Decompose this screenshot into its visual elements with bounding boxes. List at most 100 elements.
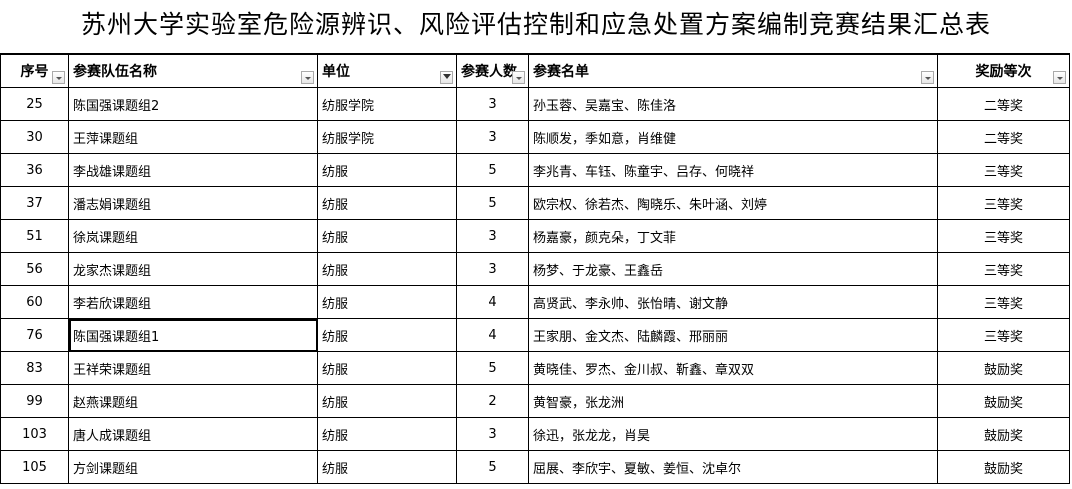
cell-seq[interactable]: 51 — [0, 219, 69, 253]
table-row: 25 陈国强课题组2 纺服学院 3 孙玉蓉、吴嘉宝、陈佳洛 二等奖 — [0, 87, 1070, 121]
cell-member-count[interactable]: 3 — [456, 417, 529, 451]
column-header-member-count[interactable]: 参赛人数 — [456, 53, 529, 88]
cell-seq[interactable]: 83 — [0, 351, 69, 385]
table-row: 37 潘志娟课题组 纺服 5 欧宗权、徐若杰、陶晓乐、朱叶涵、刘婷 三等奖 — [0, 186, 1070, 220]
sheet-title: 苏州大学实验室危险源辨识、风险评估控制和应急处置方案编制竞赛结果汇总表 — [80, 10, 991, 39]
cell-unit[interactable]: 纺服 — [317, 384, 457, 418]
cell-seq[interactable]: 76 — [0, 318, 69, 352]
cell-award[interactable]: 三等奖 — [937, 186, 1070, 220]
cell-unit[interactable]: 纺服 — [317, 219, 457, 253]
cell-member-count[interactable]: 3 — [456, 252, 529, 286]
cell-team-name[interactable]: 陈国强课题组1 — [68, 318, 318, 352]
cell-team-name[interactable]: 方剑课题组 — [68, 450, 318, 484]
header-label: 奖励等次 — [975, 64, 1032, 80]
cell-member-count[interactable]: 3 — [456, 120, 529, 154]
cell-team-name[interactable]: 王萍课题组 — [68, 120, 318, 154]
cell-seq[interactable]: 30 — [0, 120, 69, 154]
table-row: 51 徐岚课题组 纺服 3 杨嘉豪，颜克朵，丁文菲 三等奖 — [0, 219, 1070, 253]
cell-member-count[interactable]: 3 — [456, 87, 529, 121]
header-label: 单位 — [322, 64, 350, 80]
cell-unit[interactable]: 纺服 — [317, 252, 457, 286]
header-label: 序号 — [20, 64, 49, 80]
cell-team-name[interactable]: 李若欣课题组 — [68, 285, 318, 319]
cell-seq[interactable]: 56 — [0, 252, 69, 286]
cell-award[interactable]: 三等奖 — [937, 252, 1070, 286]
filter-dropdown-icon[interactable] — [1053, 71, 1066, 84]
cell-member-count[interactable]: 5 — [456, 153, 529, 187]
cell-unit[interactable]: 纺服 — [317, 417, 457, 451]
filter-active-icon[interactable] — [440, 71, 453, 84]
column-header-award[interactable]: 奖励等次 — [937, 53, 1070, 88]
cell-unit[interactable]: 纺服学院 — [317, 120, 457, 154]
column-header-unit[interactable]: 单位 — [317, 53, 457, 88]
cell-team-name[interactable]: 唐人成课题组 — [68, 417, 318, 451]
cell-unit[interactable]: 纺服 — [317, 153, 457, 187]
cell-seq[interactable]: 105 — [0, 450, 69, 484]
cell-member-list[interactable]: 陈顺发，季如意，肖维健 — [528, 120, 938, 154]
cell-award[interactable]: 鼓励奖 — [937, 351, 1070, 385]
cell-seq[interactable]: 36 — [0, 153, 69, 187]
cell-award[interactable]: 三等奖 — [937, 285, 1070, 319]
cell-unit[interactable]: 纺服 — [317, 318, 457, 352]
cell-member-count[interactable]: 3 — [456, 219, 529, 253]
cell-team-name[interactable]: 潘志娟课题组 — [68, 186, 318, 220]
cell-member-list[interactable]: 李兆青、车钰、陈童宇、吕存、何晓祥 — [528, 153, 938, 187]
cell-award[interactable]: 三等奖 — [937, 318, 1070, 352]
cell-award[interactable]: 二等奖 — [937, 87, 1070, 121]
cell-team-name[interactable]: 龙家杰课题组 — [68, 252, 318, 286]
cell-award[interactable]: 鼓励奖 — [937, 450, 1070, 484]
cell-member-list[interactable]: 徐迅，张龙龙，肖昊 — [528, 417, 938, 451]
cell-team-name[interactable]: 徐岚课题组 — [68, 219, 318, 253]
cell-unit[interactable]: 纺服学院 — [317, 87, 457, 121]
cell-award[interactable]: 二等奖 — [937, 120, 1070, 154]
cell-seq[interactable]: 60 — [0, 285, 69, 319]
header-label: 参赛名单 — [533, 64, 589, 80]
column-header-team-name[interactable]: 参赛队伍名称 — [68, 53, 318, 88]
cell-member-count[interactable]: 5 — [456, 450, 529, 484]
cell-member-list[interactable]: 王家朋、金文杰、陆麟霞、邢丽丽 — [528, 318, 938, 352]
filter-dropdown-icon[interactable] — [921, 71, 934, 84]
cell-member-list[interactable]: 孙玉蓉、吴嘉宝、陈佳洛 — [528, 87, 938, 121]
cell-unit[interactable]: 纺服 — [317, 285, 457, 319]
column-header-seq[interactable]: 序号 — [0, 53, 69, 88]
cell-seq[interactable]: 37 — [0, 186, 69, 220]
cell-member-list[interactable]: 黄晓佳、罗杰、金川叔、靳鑫、章双双 — [528, 351, 938, 385]
cell-member-list[interactable]: 黄智豪，张龙洲 — [528, 384, 938, 418]
cell-member-list[interactable]: 高贤武、李永帅、张怡晴、谢文静 — [528, 285, 938, 319]
cell-award[interactable]: 三等奖 — [937, 219, 1070, 253]
cell-seq[interactable]: 25 — [0, 87, 69, 121]
cell-award[interactable]: 鼓励奖 — [937, 417, 1070, 451]
cell-unit[interactable]: 纺服 — [317, 186, 457, 220]
cell-member-count[interactable]: 2 — [456, 384, 529, 418]
table-row: 60 李若欣课题组 纺服 4 高贤武、李永帅、张怡晴、谢文静 三等奖 — [0, 285, 1070, 319]
cell-member-list[interactable]: 杨嘉豪，颜克朵，丁文菲 — [528, 219, 938, 253]
cell-member-count[interactable]: 4 — [456, 285, 529, 319]
cell-team-name[interactable]: 赵燕课题组 — [68, 384, 318, 418]
cell-award[interactable]: 鼓励奖 — [937, 384, 1070, 418]
table-row: 99 赵燕课题组 纺服 2 黄智豪，张龙洲 鼓励奖 — [0, 384, 1070, 418]
cell-member-list[interactable]: 屈展、李欣宇、夏敏、姜恒、沈卓尔 — [528, 450, 938, 484]
cell-member-count[interactable]: 5 — [456, 351, 529, 385]
cell-member-count[interactable]: 4 — [456, 318, 529, 352]
cell-member-list[interactable]: 欧宗权、徐若杰、陶晓乐、朱叶涵、刘婷 — [528, 186, 938, 220]
cell-team-name[interactable]: 陈国强课题组2 — [68, 87, 318, 121]
header-label: 参赛人数 — [461, 64, 517, 80]
filter-dropdown-icon[interactable] — [512, 71, 525, 84]
table-row: 36 李战雄课题组 纺服 5 李兆青、车钰、陈童宇、吕存、何晓祥 三等奖 — [0, 153, 1070, 187]
cell-award[interactable]: 三等奖 — [937, 153, 1070, 187]
cell-seq[interactable]: 99 — [0, 384, 69, 418]
results-table: 序号 参赛队伍名称 单位 参赛人数 参赛名单 奖励等次 25 陈国强课题组2 纺服学院 3 孙玉蓉… — [0, 53, 1070, 484]
cell-seq[interactable]: 103 — [0, 417, 69, 451]
cell-member-list[interactable]: 杨梦、于龙豪、王鑫岳 — [528, 252, 938, 286]
table-row: 56 龙家杰课题组 纺服 3 杨梦、于龙豪、王鑫岳 三等奖 — [0, 252, 1070, 286]
table-row: 103 唐人成课题组 纺服 3 徐迅，张龙龙，肖昊 鼓励奖 — [0, 417, 1070, 451]
cell-team-name[interactable]: 李战雄课题组 — [68, 153, 318, 187]
cell-unit[interactable]: 纺服 — [317, 351, 457, 385]
cell-team-name[interactable]: 王祥荣课题组 — [68, 351, 318, 385]
filter-dropdown-icon[interactable] — [52, 71, 65, 84]
filter-dropdown-icon[interactable] — [301, 71, 314, 84]
cell-member-count[interactable]: 5 — [456, 186, 529, 220]
column-header-member-list[interactable]: 参赛名单 — [528, 53, 938, 88]
cell-unit[interactable]: 纺服 — [317, 450, 457, 484]
table-body: 25 陈国强课题组2 纺服学院 3 孙玉蓉、吴嘉宝、陈佳洛 二等奖 30 王萍课题组 纺服学院 3… — [0, 87, 1070, 484]
